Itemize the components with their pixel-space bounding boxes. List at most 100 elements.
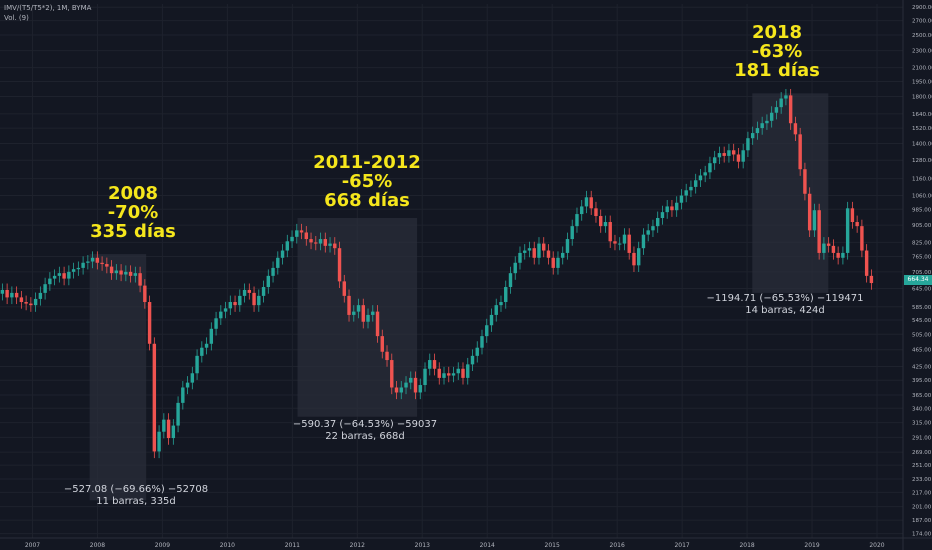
- candle-body: [57, 273, 62, 276]
- candle-body: [594, 208, 598, 217]
- candle-body: [299, 230, 304, 233]
- candle-body: [527, 248, 532, 251]
- candle-body: [100, 262, 104, 265]
- candle-body: [746, 138, 750, 151]
- candle-body: [589, 197, 593, 209]
- y-tick-label: 187.00: [912, 518, 932, 524]
- candle-body: [247, 289, 252, 293]
- candle-body: [314, 242, 318, 244]
- candle-body: [152, 343, 157, 452]
- y-tick-label: 340.00: [912, 406, 932, 412]
- y-tick-label: 217.00: [912, 490, 932, 496]
- candle-body: [864, 250, 869, 276]
- candle-body: [95, 257, 100, 263]
- candle-body: [684, 190, 688, 196]
- x-tick-label: 2013: [415, 542, 430, 549]
- candle-body: [323, 239, 327, 246]
- y-tick-label: 1400.00: [912, 141, 932, 147]
- candle-body: [67, 271, 71, 279]
- y-tick-label: 585.00: [912, 305, 932, 311]
- candle-body: [689, 186, 693, 191]
- candle-body: [793, 123, 798, 135]
- candle-body: [190, 373, 195, 383]
- y-tick-label: 645.00: [912, 286, 932, 292]
- annotation-2011-2012: 2011-2012 -65% 668 días: [313, 153, 421, 210]
- candle-body: [470, 355, 475, 365]
- candle-body: [708, 163, 712, 173]
- candle-body: [276, 257, 280, 268]
- candle-body: [347, 295, 351, 315]
- candle-body: [124, 271, 128, 275]
- measure-box: [89, 254, 147, 501]
- price-axis[interactable]: 2900.00 2700.00 2500.00 2300.00 2100.00 1950.…: [902, 0, 932, 550]
- time-axis[interactable]: 2007 2008 2009 2010 2011 2012 2013 2014 2015 2016…: [0, 537, 932, 549]
- candle-body: [385, 351, 389, 361]
- x-tick-label: 2016: [610, 542, 625, 549]
- candle-body: [356, 305, 361, 312]
- candle-body: [33, 298, 38, 306]
- candle-body: [542, 243, 546, 251]
- candle-body: [171, 425, 176, 439]
- candle-body: [380, 336, 384, 352]
- annotation-drop: -63%: [751, 41, 803, 62]
- candle-body: [788, 95, 793, 124]
- annotation-year: 2011-2012: [313, 152, 421, 173]
- candle-body: [214, 318, 218, 329]
- candle-body: [561, 252, 565, 258]
- candle-body: [252, 292, 256, 306]
- candle-body: [266, 275, 271, 288]
- candle-body: [841, 252, 845, 258]
- annotation-2008: 2008 -70% 335 días: [90, 184, 176, 241]
- candle-body: [798, 134, 802, 170]
- candle-body: [128, 271, 133, 276]
- candle-body: [556, 257, 560, 268]
- candle-body: [518, 252, 522, 263]
- candle-body: [43, 284, 47, 293]
- candle-body: [603, 222, 608, 227]
- symbol-title: IMV/(T5/T5*2), 1M, BYMA: [4, 4, 92, 12]
- volume-indicator[interactable]: Vol. (9): [4, 14, 29, 22]
- candle-body: [337, 248, 342, 282]
- y-tick-label: 315.00: [912, 421, 932, 427]
- y-tick-label: 251.00: [912, 463, 932, 469]
- annotation-drop: -70%: [107, 202, 159, 223]
- candle-body: [48, 278, 52, 285]
- candle-body: [651, 226, 655, 231]
- x-tick-label: 2007: [25, 542, 40, 549]
- measure-bars: 11 barras, 335d: [96, 496, 176, 507]
- candle-body: [641, 234, 646, 249]
- candle-body: [394, 387, 399, 393]
- candle-body: [646, 230, 650, 235]
- candle-body: [176, 402, 180, 426]
- candle-body: [831, 245, 836, 253]
- measure-label-2008: −527.08 (−69.66%) −52708 11 barras, 335d: [64, 484, 208, 508]
- candle-body: [717, 153, 722, 158]
- candle-body: [437, 368, 441, 378]
- y-tick-label: 505.00: [912, 332, 932, 338]
- candle-body: [5, 289, 9, 298]
- candle-body: [333, 243, 337, 249]
- candle-body: [147, 302, 152, 344]
- candle-body: [162, 419, 166, 432]
- y-tick-label: 1160.00: [912, 177, 932, 183]
- last-price-label: 664.34: [904, 275, 932, 285]
- candle-body: [432, 360, 437, 369]
- candle-body: [845, 208, 850, 253]
- y-tick-label: 2900.00: [912, 5, 932, 11]
- candle-body: [223, 308, 228, 312]
- candle-body: [485, 325, 489, 337]
- candle-body: [181, 387, 185, 403]
- x-tick-label: 2008: [90, 542, 105, 549]
- annotation-duration: 181 días: [734, 60, 820, 81]
- measure-box: [297, 218, 418, 417]
- candle-body: [200, 347, 204, 356]
- x-tick-label: 2011: [285, 542, 300, 549]
- candle-body: [670, 206, 674, 211]
- candle-body: [109, 266, 114, 274]
- candle-body: [480, 336, 484, 348]
- x-tick-label: 2015: [545, 542, 560, 549]
- candle-body: [71, 269, 76, 272]
- x-tick-label: 2009: [155, 542, 170, 549]
- candle-body: [836, 252, 840, 258]
